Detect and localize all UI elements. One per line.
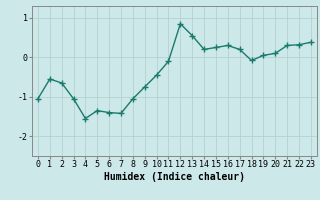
X-axis label: Humidex (Indice chaleur): Humidex (Indice chaleur) [104, 172, 245, 182]
